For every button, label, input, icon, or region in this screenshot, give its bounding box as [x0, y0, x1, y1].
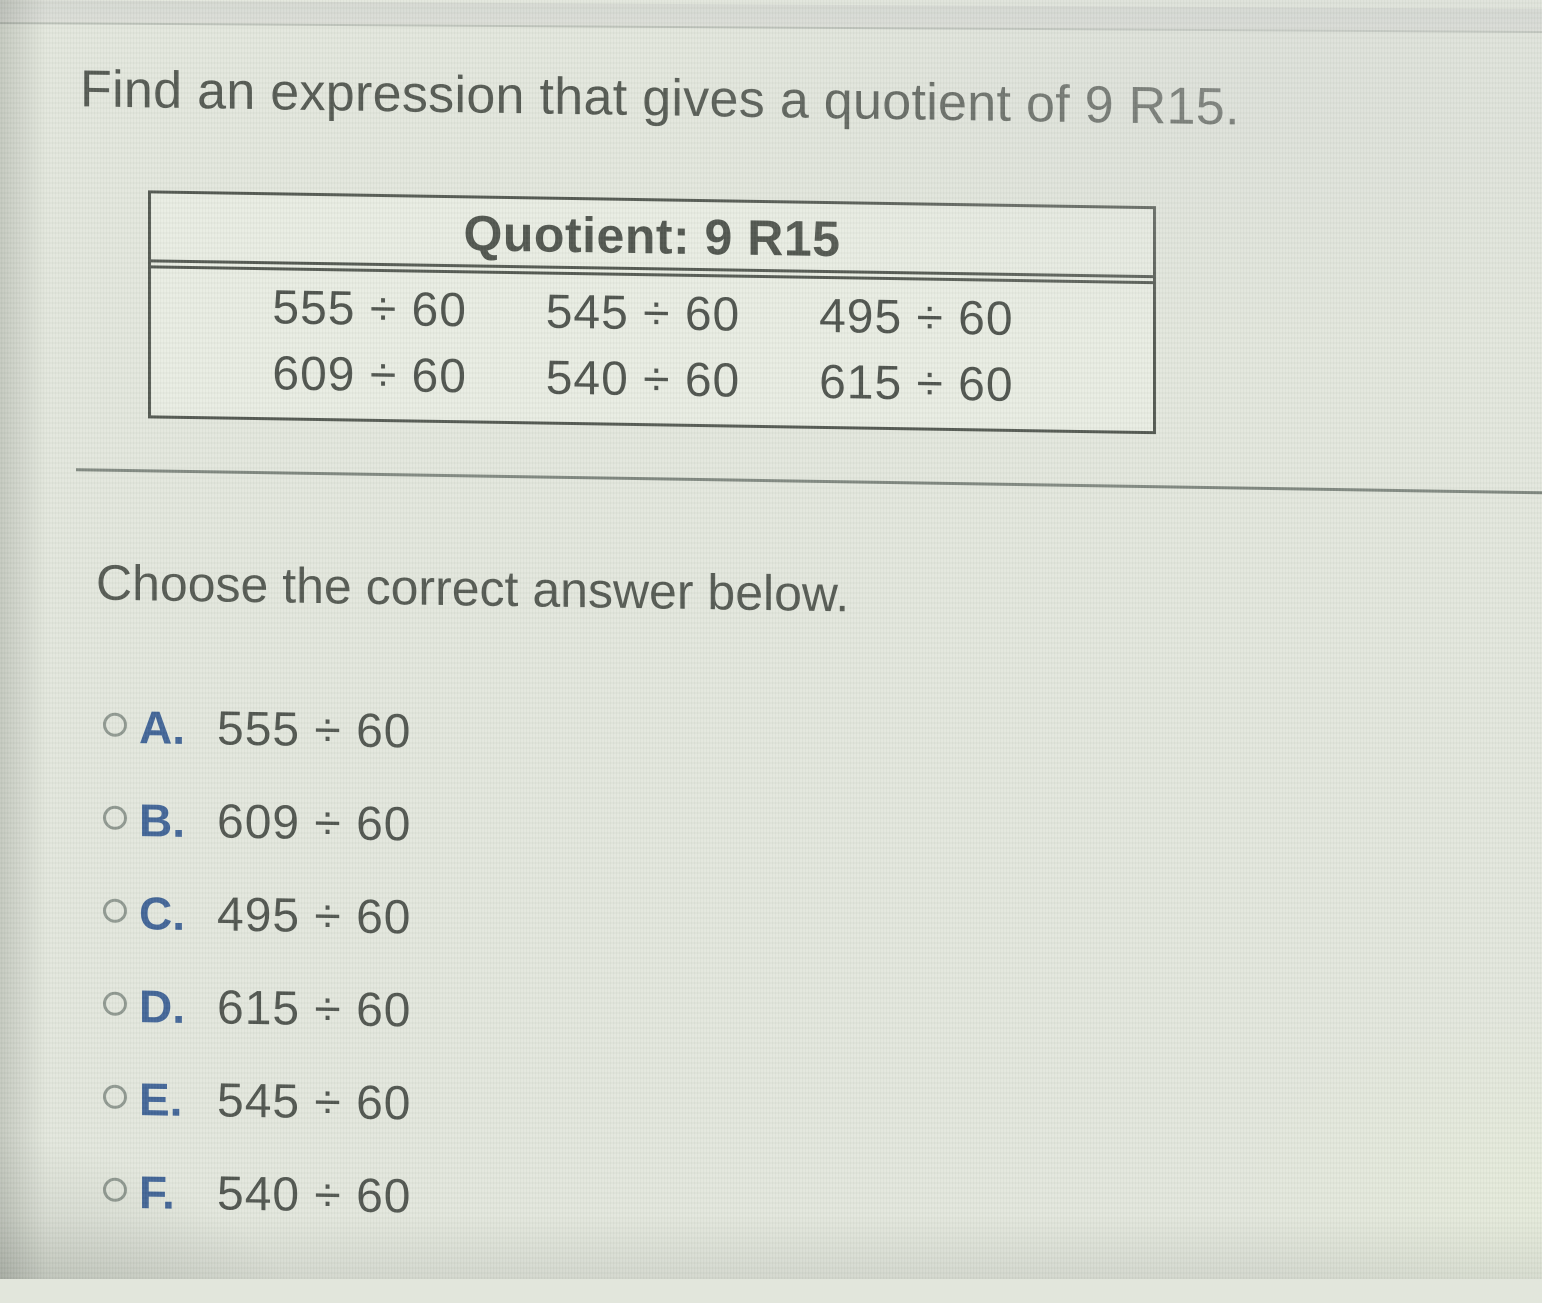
- question-prompt: Find an expression that gives a quotient…: [80, 60, 1240, 137]
- option-expression: 615 ÷ 60: [217, 980, 412, 1037]
- option-letter: C.: [139, 887, 185, 940]
- table-cell: 495 ÷ 60: [819, 289, 1014, 346]
- option-expression: 555 ÷ 60: [217, 701, 412, 758]
- answer-option-b[interactable]: B. 609 ÷ 60: [103, 793, 412, 852]
- quotient-table: Quotient: 9 R15 555 ÷ 60 545 ÷ 60 495 ÷ …: [148, 190, 1156, 435]
- option-expression: 545 ÷ 60: [217, 1073, 412, 1130]
- option-letter: E.: [139, 1073, 183, 1126]
- answer-options-list: A. 555 ÷ 60 B. 609 ÷ 60 C. 495 ÷ 60 D. 6…: [103, 700, 412, 1263]
- radio-button-icon[interactable]: [103, 1084, 127, 1109]
- option-letter: B.: [139, 794, 185, 847]
- option-expression: 495 ÷ 60: [217, 887, 412, 944]
- answer-option-a[interactable]: A. 555 ÷ 60: [103, 700, 412, 759]
- answer-option-e[interactable]: E. 545 ÷ 60: [103, 1072, 412, 1131]
- section-divider: [76, 468, 1542, 495]
- radio-button-icon[interactable]: [103, 712, 127, 737]
- option-letter: A.: [139, 701, 185, 754]
- radio-button-icon[interactable]: [103, 991, 127, 1016]
- answer-instruction: Choose the correct answer below.: [96, 554, 850, 623]
- answer-option-c[interactable]: C. 495 ÷ 60: [103, 886, 412, 945]
- answer-option-f[interactable]: F. 540 ÷ 60: [103, 1165, 412, 1224]
- radio-button-icon[interactable]: [103, 1177, 127, 1202]
- quotient-table-body: 555 ÷ 60 545 ÷ 60 495 ÷ 60 609 ÷ 60 540 …: [151, 268, 1153, 431]
- table-cell: 609 ÷ 60: [272, 347, 467, 404]
- option-expression: 609 ÷ 60: [217, 794, 412, 851]
- table-cell: 540 ÷ 60: [545, 351, 741, 408]
- option-letter: D.: [139, 980, 185, 1033]
- answer-option-d[interactable]: D. 615 ÷ 60: [103, 979, 412, 1038]
- option-letter: F.: [139, 1166, 175, 1219]
- option-expression: 540 ÷ 60: [217, 1166, 412, 1223]
- radio-button-icon[interactable]: [103, 805, 127, 830]
- table-cell: 555 ÷ 60: [272, 281, 467, 338]
- radio-button-icon[interactable]: [103, 898, 127, 923]
- table-cell: 615 ÷ 60: [819, 355, 1014, 412]
- table-cell: 545 ÷ 60: [545, 285, 741, 342]
